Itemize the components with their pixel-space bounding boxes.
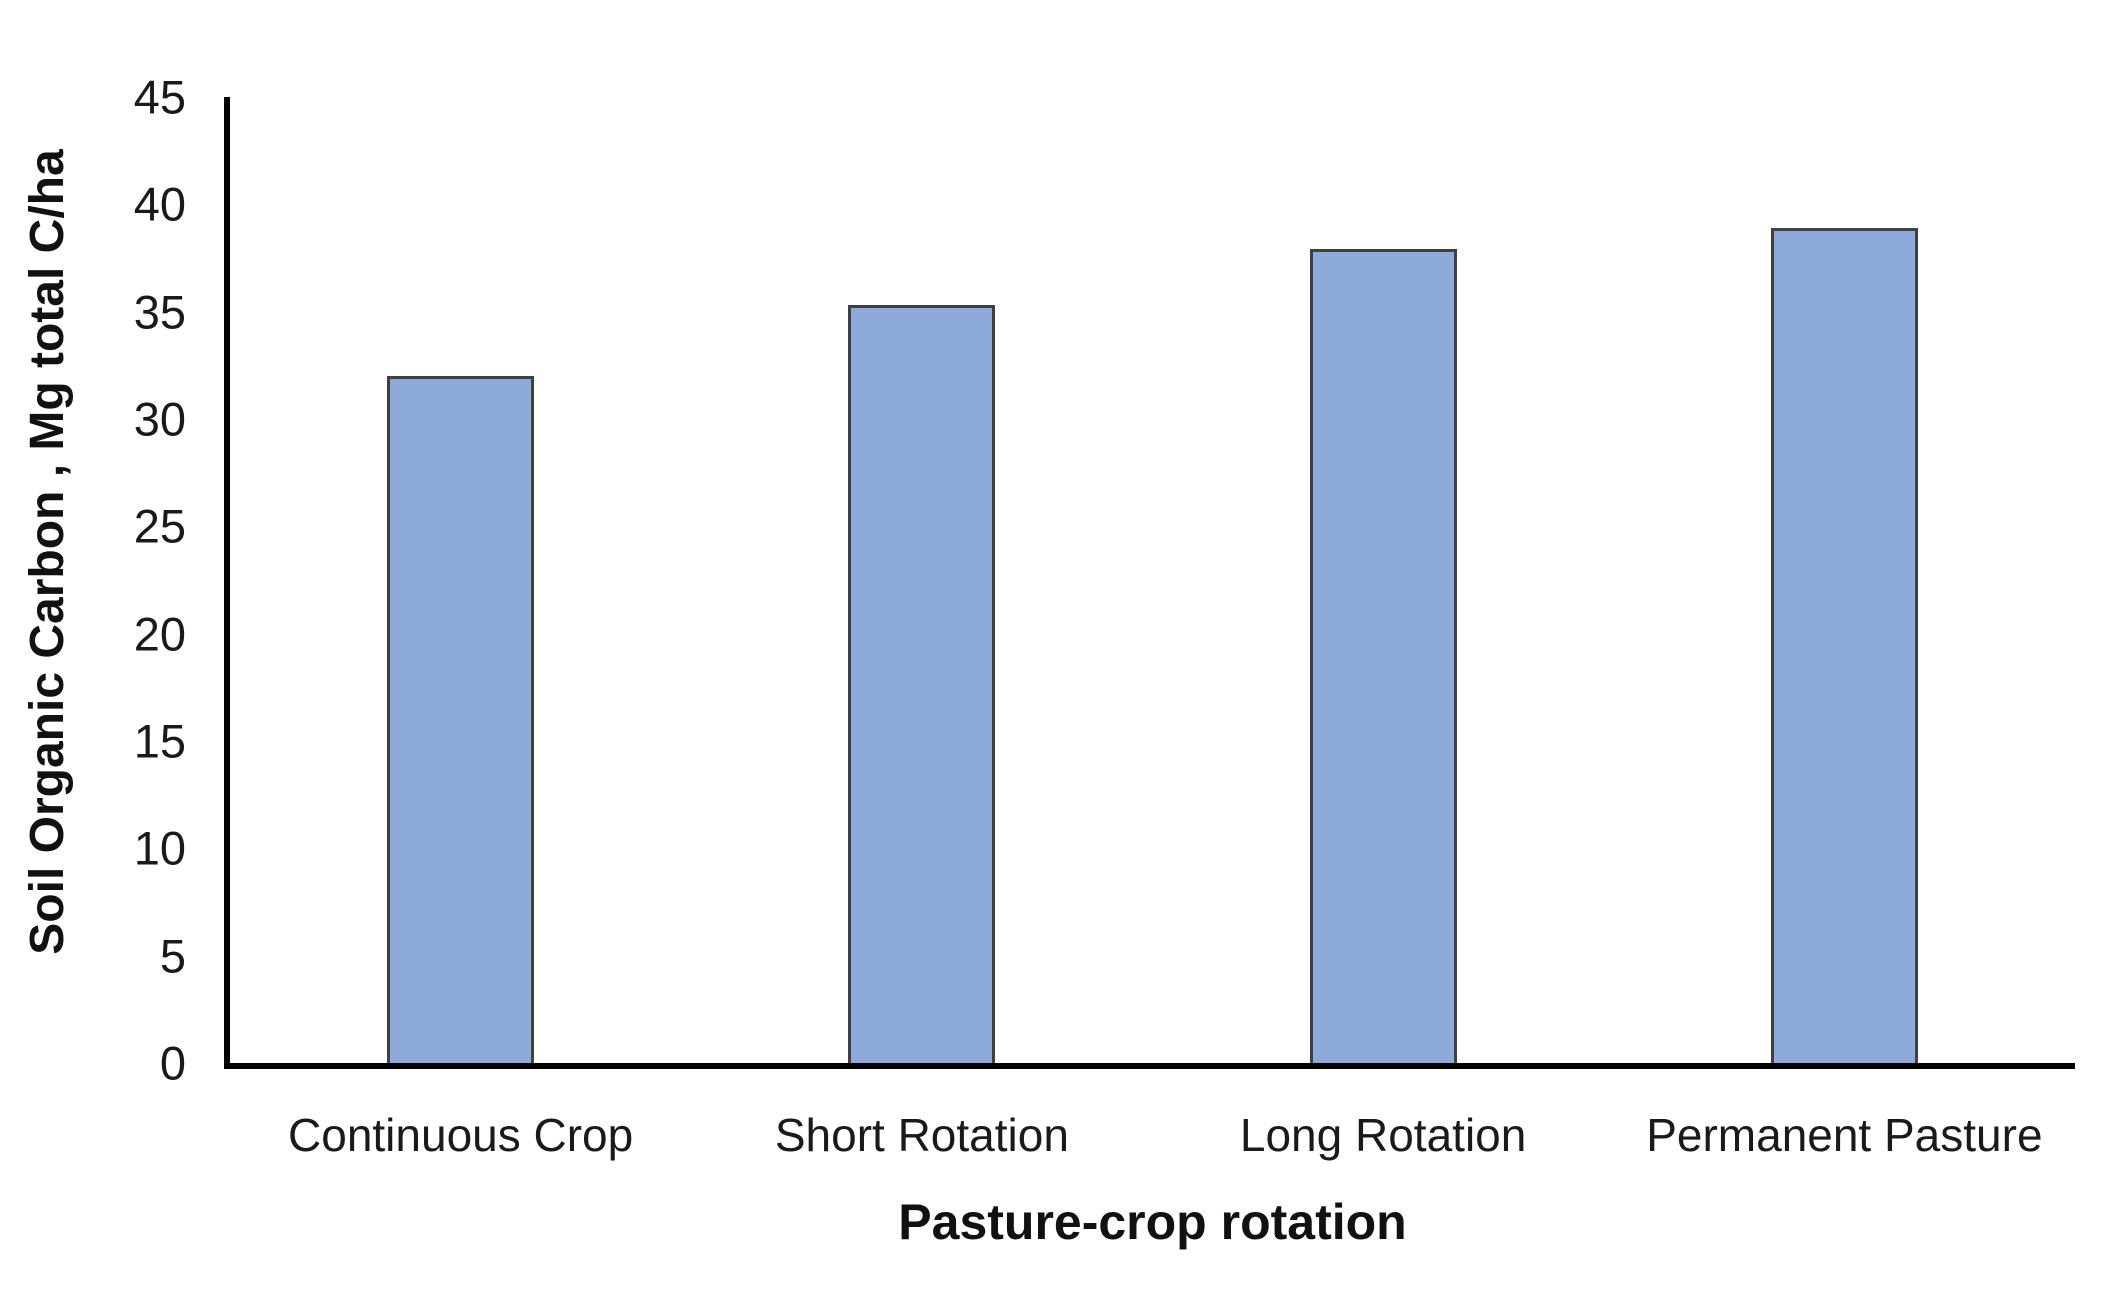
y-tick-label: 10 [133,821,186,875]
y-tick-label: 15 [133,714,186,768]
y-tick-label: 40 [133,177,186,231]
x-category-label: Short Rotation [774,1109,1069,1161]
x-category-label: Long Rotation [1239,1109,1527,1161]
y-tick-label: 35 [133,285,186,339]
plot-area [224,97,2075,1069]
y-tick-label: 0 [159,1036,186,1090]
x-axis-title: Pasture-crop rotation [898,1194,1407,1250]
y-tick-label: 45 [133,70,186,124]
bar-permanent-pasture [1770,227,1918,1063]
bar-short-rotation [848,305,996,1063]
x-category-label: Continuous Crop [288,1109,634,1161]
bar-long-rotation [1309,249,1457,1063]
bar-continuous-crop [387,376,535,1063]
y-tick-label: 30 [133,392,186,446]
y-tick-label: 20 [133,607,186,661]
y-tick-label: 5 [159,929,186,983]
x-category-label: Permanent Pasture [1646,1109,2043,1161]
y-tick-label: 25 [133,499,186,553]
